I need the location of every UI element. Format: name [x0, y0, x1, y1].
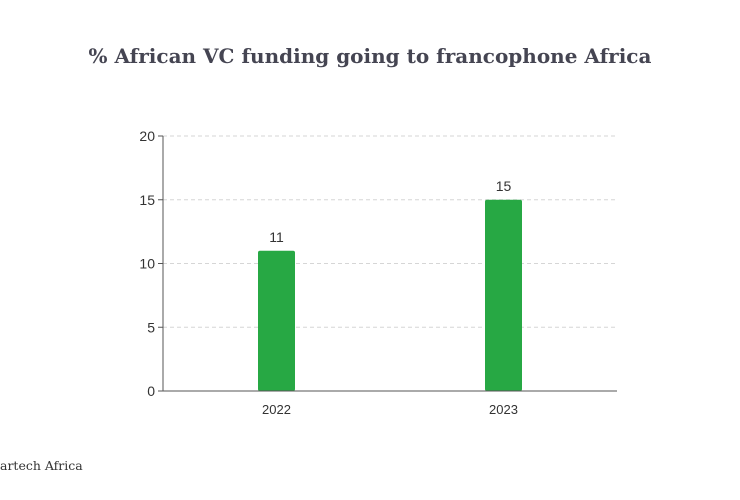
y-tick-label: 5: [147, 319, 155, 335]
gridlines: [163, 135, 617, 328]
y-tick-label: 20: [139, 128, 155, 144]
data-label: 15: [496, 178, 512, 194]
source-credit: artech Africa: [0, 458, 83, 473]
bar-2023: [485, 199, 522, 391]
x-tick-label: 2022: [262, 402, 291, 417]
y-tick-label: 0: [147, 383, 155, 399]
x-tick-label: 2023: [489, 402, 518, 417]
data-label: 11: [269, 229, 284, 245]
y-tick-label: 10: [139, 256, 155, 272]
bar-2022: [258, 250, 295, 391]
bars: [258, 199, 522, 391]
labels: 0 5 10 15 20 11 2022 15 2023: [139, 128, 518, 417]
axes: [158, 135, 617, 392]
chart-title: % African VC funding going to francophon…: [88, 44, 652, 68]
y-tick-label: 15: [139, 192, 155, 208]
